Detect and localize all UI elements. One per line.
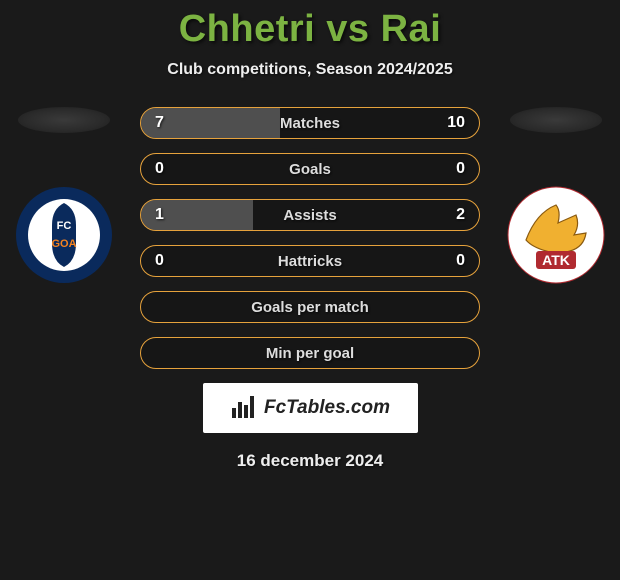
stat-label: Matches: [141, 115, 479, 132]
svg-text:ATK: ATK: [542, 252, 570, 268]
stats-list: 7 Matches 10 0 Goals 0 1 Assists 2 0 Hat…: [140, 107, 480, 369]
stat-row-assists: 1 Assists 2: [140, 199, 480, 231]
comparison-content: FC GOA ATK 7 Matches 10 0 Goals: [0, 107, 620, 471]
stat-row-hattricks: 0 Hattricks 0: [140, 245, 480, 277]
fctables-text: FcTables.com: [264, 397, 390, 419]
stat-row-min-per-goal: Min per goal: [140, 337, 480, 369]
player-photo-placeholder: [18, 107, 110, 133]
left-club-badge: FC GOA: [14, 185, 114, 285]
stat-label: Goals: [141, 161, 479, 178]
stat-right-value: 0: [456, 160, 465, 178]
stat-row-goals: 0 Goals 0: [140, 153, 480, 185]
right-club-badge: ATK: [506, 185, 606, 285]
right-player-column: ATK: [506, 107, 606, 285]
stat-right-value: 10: [447, 114, 465, 132]
page-title: Chhetri vs Rai: [0, 0, 620, 51]
stat-right-value: 2: [456, 206, 465, 224]
stat-right-value: 0: [456, 252, 465, 270]
page-subtitle: Club competitions, Season 2024/2025: [0, 61, 620, 79]
stat-label: Assists: [141, 207, 479, 224]
stat-label: Hattricks: [141, 253, 479, 270]
date-line: 16 december 2024: [0, 451, 620, 471]
fctables-logo[interactable]: FcTables.com: [203, 383, 418, 433]
fc-goa-badge-icon: FC GOA: [14, 185, 114, 285]
svg-text:FC: FC: [57, 220, 72, 232]
stat-label: Goals per match: [141, 299, 479, 316]
fctables-bars-icon: [230, 392, 258, 425]
svg-text:GOA: GOA: [51, 238, 76, 250]
stat-label: Min per goal: [141, 345, 479, 362]
player-photo-placeholder: [510, 107, 602, 133]
stat-row-goals-per-match: Goals per match: [140, 291, 480, 323]
stat-row-matches: 7 Matches 10: [140, 107, 480, 139]
atk-badge-icon: ATK: [506, 185, 606, 285]
left-player-column: FC GOA: [14, 107, 114, 285]
